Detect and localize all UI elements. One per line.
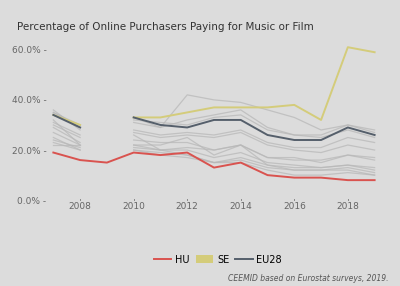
Text: CEEMID based on Eurostat surveys, 2019.: CEEMID based on Eurostat surveys, 2019. xyxy=(228,274,388,283)
Text: Percentage of Online Purchasers Paying for Music or Film: Percentage of Online Purchasers Paying f… xyxy=(18,22,314,32)
Legend: HU, SE, EU28: HU, SE, EU28 xyxy=(150,251,286,269)
